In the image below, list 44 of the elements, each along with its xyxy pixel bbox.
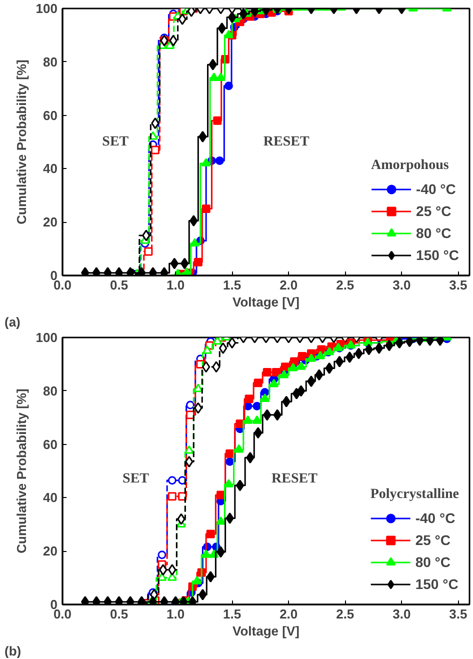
y-tick-label: 60 [43, 436, 58, 452]
y-tick-label: 100 [36, 1, 58, 16]
y-tick-label: 80 [43, 54, 58, 70]
y-tick-label: 20 [43, 544, 58, 559]
text: (b) [4, 644, 22, 658]
y-axis-title: Cumulative Probability [%] [14, 388, 29, 554]
x-tick-label: 2.0 [280, 278, 298, 292]
x-tick-label: 0.5 [110, 278, 128, 292]
y-tick-label: 100 [36, 330, 58, 345]
legend-label: 150 °C [416, 247, 459, 263]
legend-label: 80 °C [416, 225, 452, 241]
y-tick-label: 80 [43, 383, 58, 398]
legend-label: 80 °C [415, 554, 451, 570]
x-tick-label: 1.5 [223, 606, 242, 622]
y-axis-title: Cumulative Probability [%] [14, 60, 29, 224]
x-tick-label: 3.5 [449, 278, 468, 292]
text: (a) [4, 314, 20, 330]
annotation: RESET [272, 472, 318, 487]
y-tick-label: 40 [43, 161, 58, 176]
x-tick-label: 1.0 [166, 606, 185, 622]
legend-label: 25 °C [415, 532, 451, 548]
x-tick-label: 2.5 [336, 606, 354, 622]
annotation: RESET [263, 134, 310, 150]
legend-label: -40 °C [416, 181, 456, 197]
legend-label: 150 °C [415, 576, 458, 592]
x-tick-label: 3.5 [449, 606, 468, 622]
x-tick-label: 2.0 [280, 606, 298, 622]
y-tick-label: 20 [43, 214, 58, 230]
x-tick-label: 2.5 [336, 278, 354, 292]
annotation: SET [122, 472, 150, 487]
y-tick-label: 60 [43, 108, 58, 123]
x-axis-title: Voltage [V] [232, 294, 300, 310]
y-tick-label: 40 [43, 490, 58, 506]
x-tick-label: 1.5 [223, 278, 242, 292]
x-tick-label: 1.0 [166, 278, 185, 292]
legend-label: -40 °C [415, 510, 456, 526]
legend-title: Polycrystalline [370, 487, 459, 503]
x-tick-label: 3.0 [392, 278, 411, 292]
legend-label: 25 °C [416, 203, 452, 219]
x-tick-label: 0.5 [110, 606, 128, 622]
x-axis-title: Voltage [V] [232, 624, 300, 638]
annotation: SET [102, 134, 130, 150]
legend-title: Amorpohous [371, 158, 450, 174]
x-tick-label: 3.0 [392, 606, 411, 622]
